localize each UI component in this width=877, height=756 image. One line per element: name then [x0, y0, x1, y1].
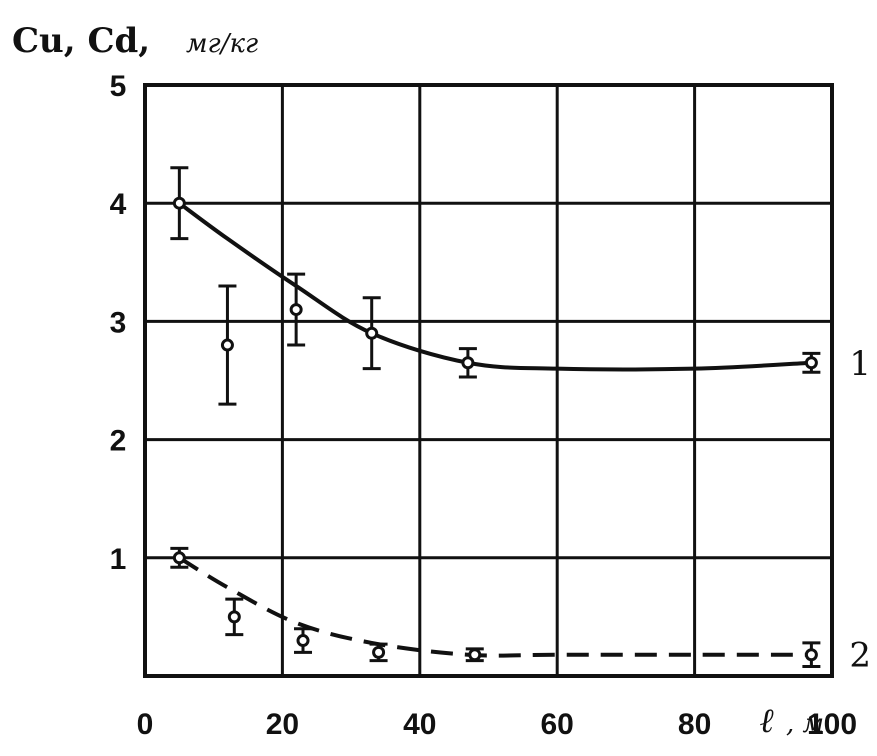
y-axis-title: Cu, Cd,: [12, 21, 150, 61]
series-2-point: [225, 597, 244, 637]
series-1-point: [218, 284, 237, 406]
y-tick-label: 3: [110, 306, 127, 339]
series-2-point: [294, 627, 313, 654]
data-point-marker: [468, 648, 482, 662]
x-tick-label: 20: [266, 708, 299, 741]
data-point-marker: [365, 326, 379, 340]
series-1-point: [170, 166, 189, 241]
y-tick-label: 4: [110, 188, 127, 221]
x-tick-labels: 0 20 40 60 80 100: [137, 708, 857, 741]
data-point-marker: [227, 610, 241, 624]
series-2-line: [178, 556, 812, 658]
chart-grid: [145, 85, 832, 676]
x-axis-unit: , м: [786, 709, 824, 739]
data-point-marker: [289, 303, 303, 317]
x-tick-label: 80: [678, 708, 711, 741]
series-1-point: [458, 347, 477, 379]
y-axis-unit: мг/кг: [186, 29, 258, 59]
series-1-point: [362, 296, 381, 371]
series-2-point: [802, 641, 821, 669]
data-point-marker: [804, 356, 818, 370]
y-tick-label: 5: [110, 70, 127, 103]
data-point-marker: [296, 634, 310, 648]
x-axis-variable: ℓ: [760, 701, 775, 741]
y-tick-labels: 1 2 3 4 5: [110, 70, 127, 576]
series-2-point: [170, 546, 189, 569]
series-1-point: [287, 272, 306, 347]
data-point-marker: [172, 196, 186, 210]
x-tick-label: 100: [807, 708, 857, 741]
series-1-label: 1: [849, 344, 871, 384]
series-2-point: [465, 647, 484, 663]
data-point-marker: [372, 645, 386, 659]
series-2-label: 2: [849, 636, 871, 676]
data-point-marker: [220, 338, 234, 352]
plot-frame: [143, 83, 834, 678]
series-2-point: [369, 642, 388, 663]
y-tick-label: 1: [110, 543, 127, 576]
series-1-line: [178, 201, 812, 372]
y-tick-label: 2: [110, 425, 127, 458]
series-layer: 12: [170, 166, 871, 676]
series-1-point: [802, 351, 821, 374]
x-tick-label: 40: [403, 708, 436, 741]
data-point-marker: [804, 648, 818, 662]
x-tick-label: 0: [137, 708, 154, 741]
data-point-marker: [172, 551, 186, 565]
x-tick-label: 60: [541, 708, 574, 741]
data-point-marker: [461, 356, 475, 370]
